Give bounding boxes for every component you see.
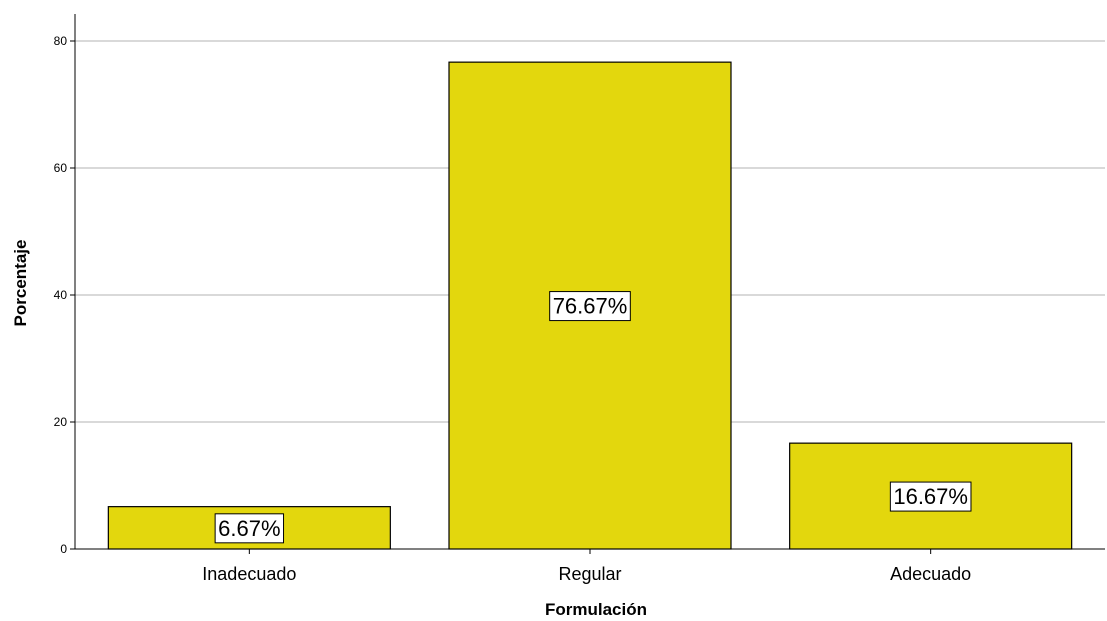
data-label-text: 6.67%: [218, 516, 280, 541]
data-labels: 6.67% 76.67% 16.67%: [214, 291, 972, 544]
data-label-text: 16.67%: [893, 484, 968, 509]
data-label-box: [549, 291, 631, 322]
y-tick-labels: 0 20 40 60 80: [54, 34, 75, 556]
data-label-box: [889, 481, 972, 512]
data-label-inadecuado: 6.67%: [214, 513, 285, 544]
y-tick-label: 60: [54, 161, 68, 175]
data-label-text: 76.67%: [553, 294, 628, 319]
y-tick-label: 20: [54, 415, 68, 429]
y-axis-title: Porcentaje: [11, 240, 30, 327]
y-tick-label: 80: [54, 34, 68, 48]
x-tick-labels: Inadecuado Regular Adecuado: [202, 549, 971, 584]
y-tick-label: 0: [60, 542, 67, 556]
x-axis-title: Formulación: [545, 600, 647, 619]
data-label-regular: 76.67%: [549, 291, 631, 322]
data-label-box: [214, 513, 285, 544]
x-tick-label: Adecuado: [890, 564, 971, 584]
x-tick-label: Regular: [558, 564, 621, 584]
y-tick-label: 40: [54, 288, 68, 302]
data-label-adecuado: 16.67%: [889, 481, 972, 512]
x-tick-label: Inadecuado: [202, 564, 296, 584]
